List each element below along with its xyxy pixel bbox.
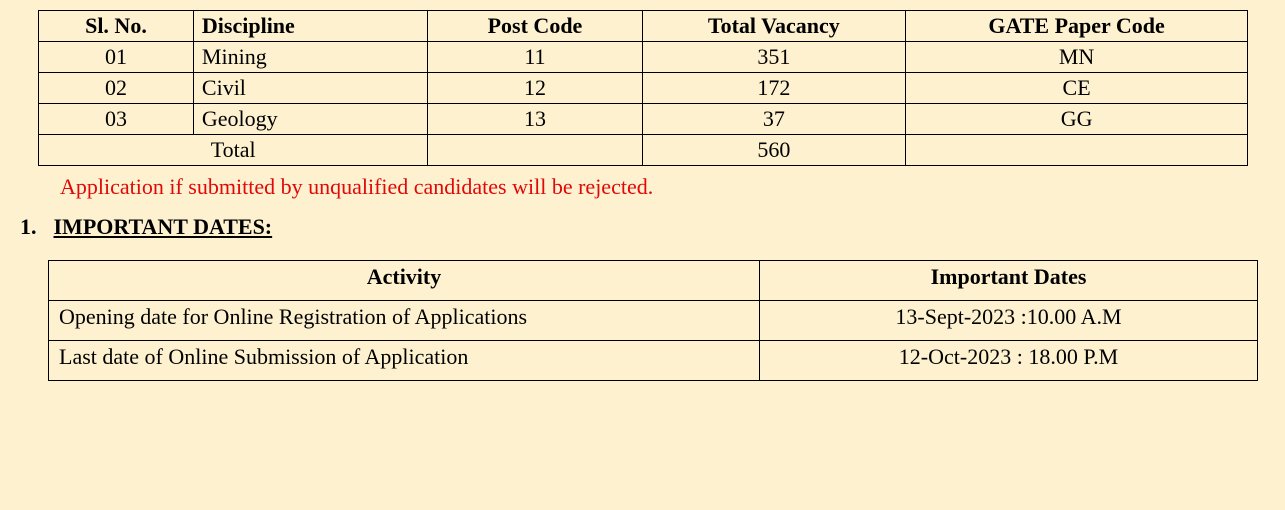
table-row: 01 Mining 11 351 MN <box>39 42 1248 73</box>
vac-header-discipline: Discipline <box>193 11 428 42</box>
table-row: Opening date for Online Registration of … <box>49 301 1258 341</box>
vacancy-table: Sl. No. Discipline Post Code Total Vacan… <box>38 10 1248 166</box>
vac-cell-post-code: 13 <box>428 104 642 135</box>
vac-header-total-vac: Total Vacancy <box>642 11 906 42</box>
section-number: 1. <box>20 214 48 240</box>
table-row: 03 Geology 13 37 GG <box>39 104 1248 135</box>
vacancy-total-row: Total 560 <box>39 135 1248 166</box>
section-title: IMPORTANT DATES: <box>54 214 273 239</box>
vac-cell-discipline: Civil <box>193 73 428 104</box>
vac-cell-gate-code: GG <box>906 104 1248 135</box>
dates-cell-activity: Opening date for Online Registration of … <box>49 301 760 341</box>
vac-total-gate-empty <box>906 135 1248 166</box>
vac-cell-total-vac: 351 <box>642 42 906 73</box>
dates-header-row: Activity Important Dates <box>49 261 1258 301</box>
vac-header-sl: Sl. No. <box>39 11 194 42</box>
vac-header-post-code: Post Code <box>428 11 642 42</box>
dates-cell-date: 12-Oct-2023 : 18.00 P.M <box>759 341 1257 381</box>
table-row: 02 Civil 12 172 CE <box>39 73 1248 104</box>
table-row: Last date of Online Submission of Applic… <box>49 341 1258 381</box>
page: Sl. No. Discipline Post Code Total Vacan… <box>0 0 1285 411</box>
dates-header-dates: Important Dates <box>759 261 1257 301</box>
vac-header-gate-code: GATE Paper Code <box>906 11 1248 42</box>
section-heading: 1. IMPORTANT DATES: <box>20 214 1265 240</box>
vac-cell-total-vac: 37 <box>642 104 906 135</box>
vac-cell-post-code: 11 <box>428 42 642 73</box>
warning-text: Application if submitted by unqualified … <box>60 174 1265 200</box>
vac-cell-gate-code: MN <box>906 42 1248 73</box>
vac-cell-discipline: Mining <box>193 42 428 73</box>
dates-header-activity: Activity <box>49 261 760 301</box>
vac-cell-sl: 01 <box>39 42 194 73</box>
vac-total-label: Total <box>39 135 428 166</box>
vac-cell-gate-code: CE <box>906 73 1248 104</box>
vac-total-vacancy: 560 <box>642 135 906 166</box>
vac-total-post-empty <box>428 135 642 166</box>
vac-cell-discipline: Geology <box>193 104 428 135</box>
dates-cell-date: 13-Sept-2023 :10.00 A.M <box>759 301 1257 341</box>
vac-cell-post-code: 12 <box>428 73 642 104</box>
vac-cell-sl: 03 <box>39 104 194 135</box>
vac-cell-total-vac: 172 <box>642 73 906 104</box>
vac-cell-sl: 02 <box>39 73 194 104</box>
dates-cell-activity: Last date of Online Submission of Applic… <box>49 341 760 381</box>
vacancy-table-header-row: Sl. No. Discipline Post Code Total Vacan… <box>39 11 1248 42</box>
important-dates-table: Activity Important Dates Opening date fo… <box>48 260 1258 381</box>
